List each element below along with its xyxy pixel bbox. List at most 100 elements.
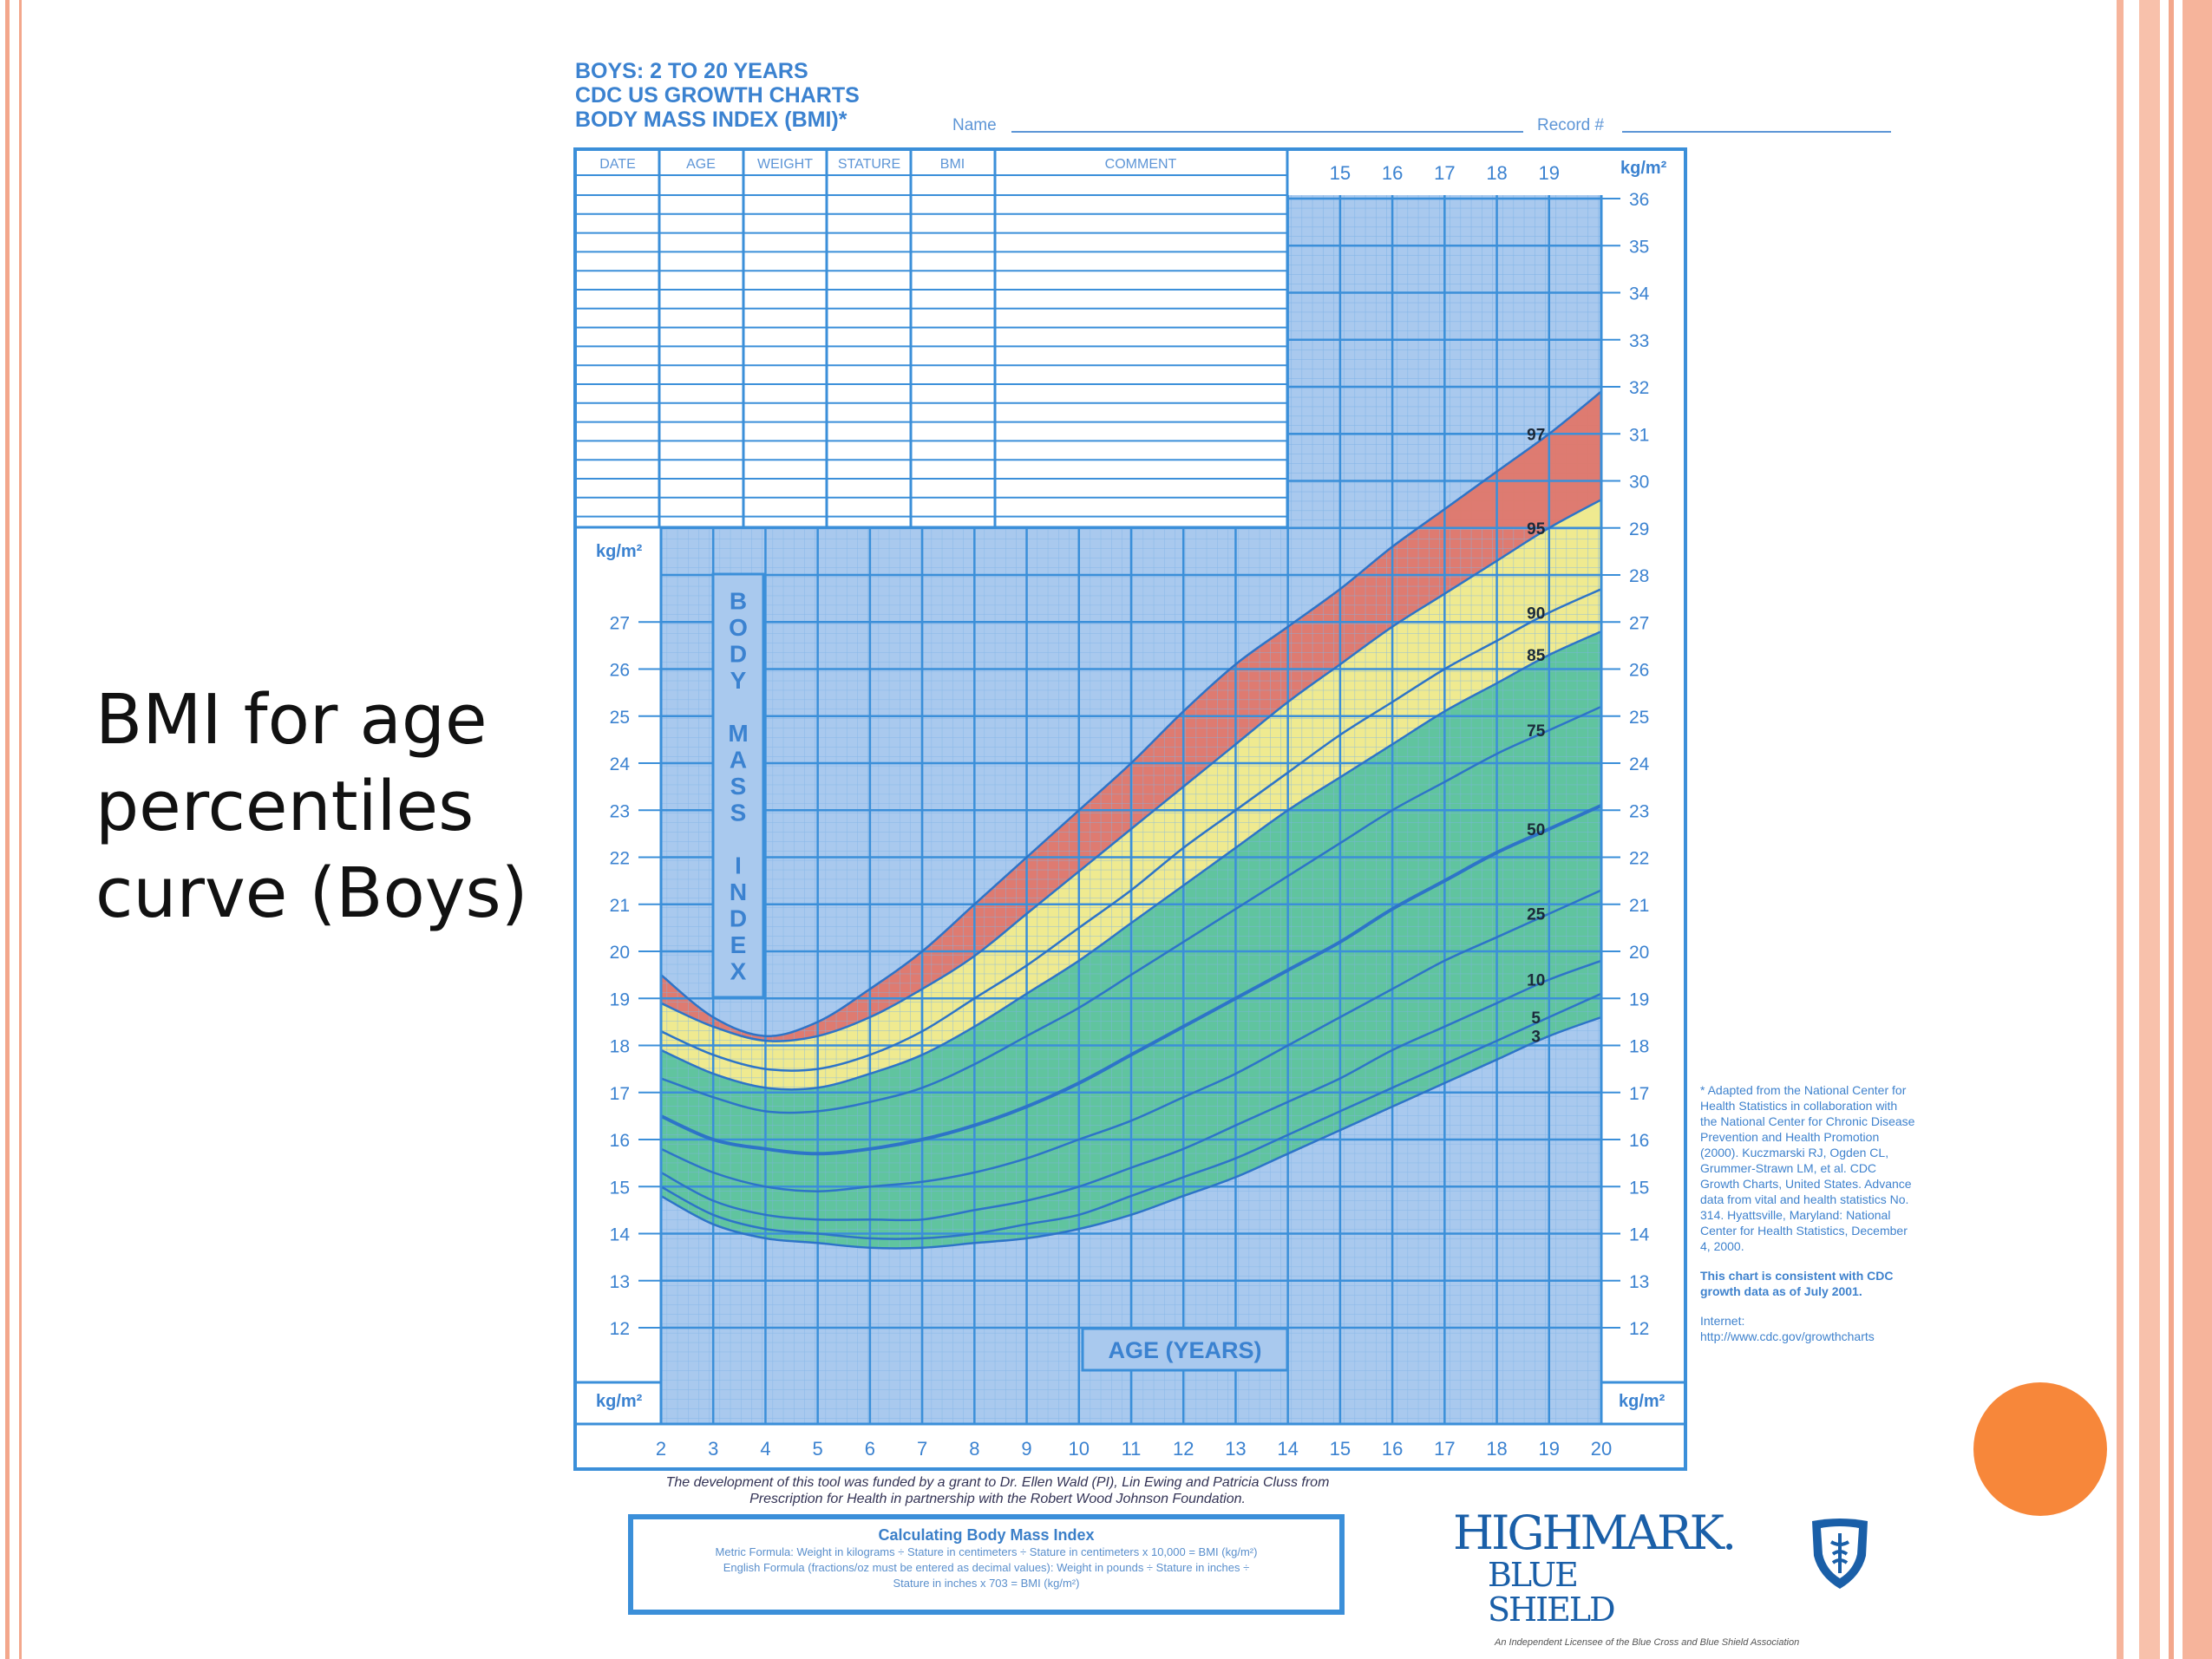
curve-label-p3: 3: [1531, 1029, 1541, 1047]
right-y-tick-16: 16: [1629, 1131, 1649, 1151]
x-tick-19: 19: [1539, 1438, 1560, 1460]
right-y-tick-23: 23: [1629, 801, 1649, 821]
x-tick-7: 7: [917, 1438, 927, 1460]
right-y-tick-14: 14: [1629, 1225, 1650, 1245]
curve-p10: [660, 959, 1602, 1222]
x-tick-8: 8: [969, 1438, 979, 1460]
y-title-letter: N: [730, 878, 747, 905]
y-title-letter: S: [730, 773, 747, 800]
curve-p25: [660, 889, 1602, 1192]
top-x-tick-15: 15: [1330, 162, 1351, 184]
left-y-tick-20: 20: [610, 943, 630, 963]
curve-label-p95: 95: [1527, 520, 1546, 539]
orange-dot-decoration: [1973, 1382, 2107, 1516]
right-y-tick-21: 21: [1629, 896, 1649, 916]
x-tick-2: 2: [656, 1438, 666, 1460]
curve-p85: [660, 630, 1602, 1091]
left-y-tick-12: 12: [610, 1319, 630, 1339]
x-tick-18: 18: [1486, 1438, 1507, 1460]
right-unit-bottom: kg/m²: [1619, 1392, 1666, 1411]
curve-p5: [660, 992, 1602, 1240]
right-y-tick-35: 35: [1629, 237, 1649, 257]
curve-label-p5: 5: [1531, 1009, 1541, 1028]
right-y-tick-32: 32: [1629, 378, 1649, 398]
right-y-tick-26: 26: [1629, 661, 1649, 681]
right-y-tick-33: 33: [1629, 331, 1649, 351]
x-tick-3: 3: [708, 1438, 718, 1460]
top-x-tick-17: 17: [1434, 162, 1455, 184]
right-y-tick-30: 30: [1629, 473, 1649, 493]
slide-frame-right: [2117, 0, 2212, 1659]
curve-label-p25: 25: [1527, 906, 1546, 924]
chart-header-line-3: BODY MASS INDEX (BMI)*: [575, 108, 847, 132]
x-tick-10: 10: [1069, 1438, 1090, 1460]
record-table: DATE AGE WEIGHT STATURE BMI COMMENT: [573, 147, 1289, 529]
left-y-tick-24: 24: [610, 754, 631, 774]
top-x-tick-16: 16: [1382, 162, 1403, 184]
right-y-tick-12: 12: [1629, 1319, 1649, 1339]
curve-p75: [660, 705, 1602, 1114]
left-y-tick-27: 27: [610, 613, 630, 633]
chart-header-line-2: CDC US GROWTH CHARTS: [575, 83, 860, 108]
bmi-english-formula-2: Stature in inches x 703 = BMI (kg/m²): [893, 1577, 1080, 1590]
x-tick-16: 16: [1382, 1438, 1403, 1460]
right-y-tick-31: 31: [1629, 425, 1649, 445]
col-header-weight: WEIGHT: [757, 157, 813, 172]
x-tick-14: 14: [1277, 1438, 1298, 1460]
right-y-tick-25: 25: [1629, 708, 1649, 728]
internet-label: Internet:: [1700, 1314, 1745, 1328]
percentile-curves: [660, 390, 1602, 1250]
y-axis-title-box: [711, 572, 765, 999]
left-y-tick-21: 21: [610, 896, 630, 916]
y-title-letter: A: [730, 747, 747, 774]
top-x-tick-18: 18: [1486, 162, 1507, 184]
y-title-letter: B: [730, 588, 747, 615]
left-y-tick-22: 22: [610, 849, 630, 869]
name-label: Name: [952, 116, 997, 134]
right-y-tick-17: 17: [1629, 1084, 1649, 1104]
right-y-tick-20: 20: [1629, 943, 1649, 963]
col-header-stature: STATURE: [838, 157, 900, 172]
x-tick-12: 12: [1173, 1438, 1194, 1460]
right-y-tick-34: 34: [1629, 284, 1650, 304]
internet-url: http://www.cdc.gov/growthcharts: [1700, 1329, 1875, 1343]
col-header-comment: COMMENT: [1105, 157, 1177, 172]
record-label: Record #: [1537, 116, 1605, 134]
highmark-logo: HIGHMARK. BLUE SHIELD An Independent Lic…: [1453, 1509, 1799, 1649]
x-axis-title: AGE (YEARS): [1108, 1337, 1261, 1363]
slide-title-line-1: BMI for age: [95, 680, 488, 760]
curve-p97: [660, 390, 1602, 1037]
left-y-tick-25: 25: [610, 708, 630, 728]
y-title-letter: X: [730, 958, 747, 985]
x-tick-6: 6: [865, 1438, 875, 1460]
right-y-tick-28: 28: [1629, 566, 1649, 586]
y-title-letter: I: [735, 852, 742, 879]
bmi-english-formula-1: English Formula (fractions/oz must be en…: [723, 1561, 1250, 1574]
left-unit-bottom: kg/m²: [596, 1392, 643, 1411]
slide-frame-left: [0, 0, 24, 1659]
left-y-tick-19: 19: [610, 990, 630, 1009]
left-y-tick-26: 26: [610, 661, 630, 681]
logo-tagline: An Independent Licensee of the Blue Cros…: [1495, 1637, 1800, 1648]
curve-label-p50: 50: [1527, 821, 1545, 839]
chart-header-line-1: BOYS: 2 TO 20 YEARS: [575, 59, 808, 83]
right-y-tick-36: 36: [1629, 190, 1649, 210]
x-tick-11: 11: [1122, 1438, 1142, 1460]
x-tick-13: 13: [1225, 1438, 1246, 1460]
curve-label-p97: 97: [1527, 426, 1545, 444]
left-y-tick-16: 16: [610, 1131, 630, 1151]
y-title-letter: D: [730, 641, 747, 668]
x-tick-17: 17: [1434, 1438, 1455, 1460]
y-title-letter: S: [730, 800, 747, 826]
col-header-date: DATE: [599, 157, 635, 172]
left-y-tick-13: 13: [610, 1272, 630, 1292]
source-note-text: * Adapted from the National Center for H…: [1700, 1083, 1915, 1253]
right-y-tick-29: 29: [1629, 519, 1649, 539]
curve-p95: [660, 499, 1602, 1042]
y-title-letter: Y: [730, 667, 747, 694]
col-header-bmi: BMI: [940, 157, 965, 172]
right-y-tick-15: 15: [1629, 1178, 1649, 1198]
bmi-formula-box: Calculating Body Mass Index Metric Formu…: [628, 1514, 1345, 1615]
